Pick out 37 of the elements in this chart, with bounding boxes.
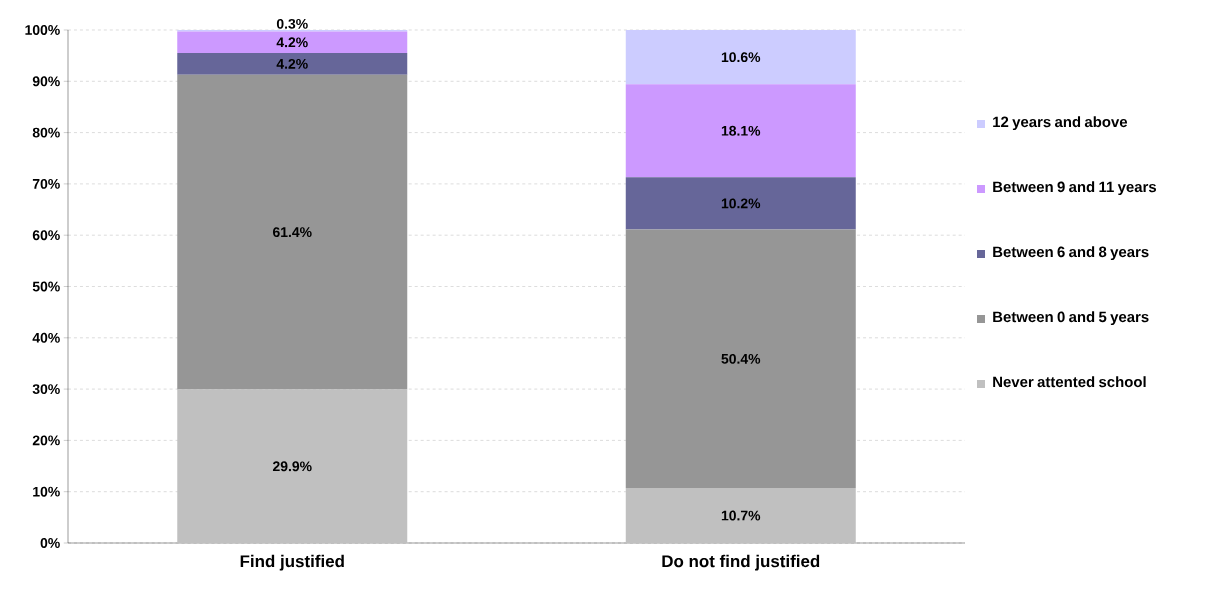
data-label: 61.4%: [272, 227, 312, 238]
bar: [177, 31, 408, 54]
bar: [177, 74, 408, 390]
y-tick-label: 10%: [33, 486, 60, 497]
data-label: 10.2%: [721, 198, 761, 209]
bar: [625, 84, 856, 178]
y-tick-label: 80%: [32, 127, 60, 138]
y-tick-label: 0%: [40, 538, 60, 548]
legend-label: Between 9 and 11 years: [993, 181, 1157, 196]
legend-label: Never attented school: [993, 376, 1146, 388]
y-tick-label: 60%: [32, 230, 60, 241]
data-label: 10.6%: [721, 52, 761, 63]
bar: [625, 488, 856, 543]
y-tick-label: 100%: [25, 25, 60, 35]
y-tick-label: 30%: [32, 384, 60, 395]
x-tick-label: Find justified: [240, 554, 344, 571]
data-label: 50.4%: [721, 353, 761, 364]
bar: [625, 229, 856, 489]
bar: [177, 53, 408, 75]
y-tick-label: 70%: [32, 178, 60, 189]
x-tick-label: Do not find justified: [662, 554, 820, 571]
bar: [177, 389, 408, 543]
data-label: 10.7%: [721, 510, 761, 521]
legend-label: 12 years and above: [993, 116, 1128, 131]
y-tick-label: 50%: [32, 281, 60, 292]
data-label: 18.1%: [721, 125, 761, 136]
data-label: 4.2%: [276, 37, 308, 48]
data-label: 0.3%: [276, 18, 308, 29]
legend-label: Between 6 and 8 years: [993, 246, 1149, 261]
data-label: 29.9%: [272, 461, 312, 472]
y-tick-label: 40%: [32, 332, 60, 343]
y-tick-label: 90%: [32, 76, 60, 87]
data-label: 4.2%: [276, 58, 308, 69]
bar: [625, 29, 856, 85]
y-tick-label: 20%: [32, 435, 60, 446]
legend-label: Between 0 and 5 years: [993, 311, 1149, 326]
bar: [625, 177, 856, 230]
